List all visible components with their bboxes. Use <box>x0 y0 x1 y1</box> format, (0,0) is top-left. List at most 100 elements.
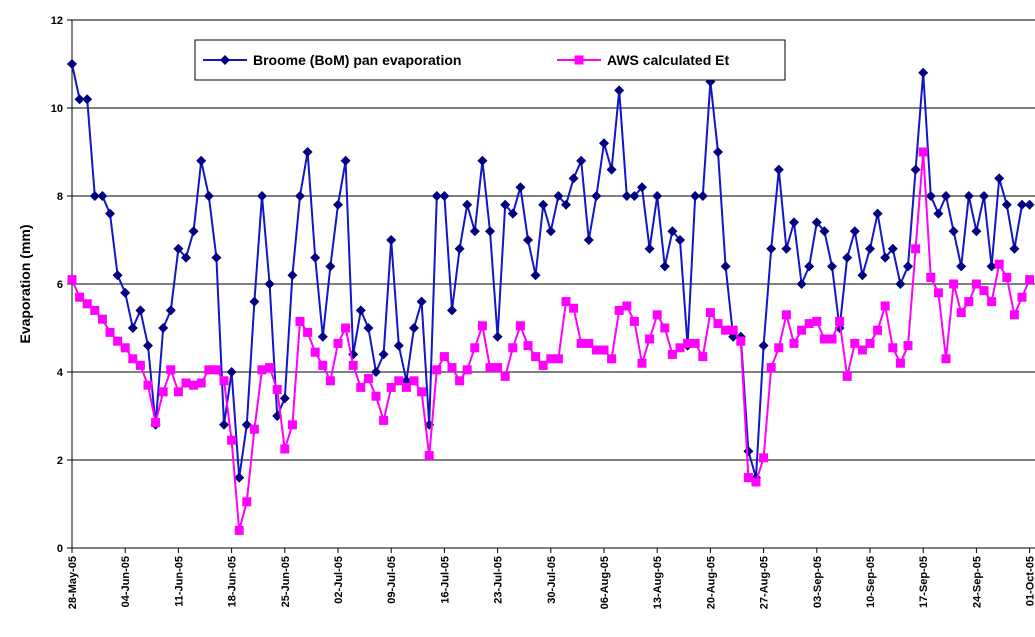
data-point <box>242 497 252 507</box>
data-point <box>151 418 161 428</box>
data-point <box>523 341 533 351</box>
data-point <box>173 243 184 254</box>
data-point <box>773 164 784 175</box>
data-point <box>356 382 366 392</box>
data-point <box>827 334 837 344</box>
data-point <box>416 296 427 307</box>
data-point <box>386 235 397 245</box>
data-point <box>74 94 85 105</box>
y-tick-label: 8 <box>57 191 63 203</box>
data-point <box>181 252 191 263</box>
data-point <box>348 360 358 370</box>
y-tick-label: 4 <box>57 367 64 379</box>
data-point <box>987 297 997 307</box>
data-point <box>211 252 222 263</box>
data-point <box>447 305 457 316</box>
data-point <box>493 363 503 373</box>
data-point <box>295 191 305 201</box>
data-point <box>819 226 830 237</box>
data-point <box>789 217 799 228</box>
data-point <box>211 365 221 375</box>
data-point <box>196 378 206 388</box>
data-point <box>1001 199 1012 210</box>
data-point <box>766 363 776 373</box>
data-point <box>249 424 259 434</box>
data-point <box>310 252 321 263</box>
x-tick-label: 03-Sep-05 <box>812 556 824 608</box>
data-point <box>165 305 176 316</box>
data-point <box>804 319 814 329</box>
legend: Broome (BoM) pan evaporation AWS calculat… <box>194 39 786 81</box>
data-point <box>705 308 715 318</box>
data-point <box>895 279 906 289</box>
data-point <box>903 341 913 351</box>
data-point <box>158 387 168 397</box>
data-point <box>918 147 928 157</box>
data-point <box>872 208 883 219</box>
data-point <box>652 310 662 320</box>
data-point <box>637 358 647 368</box>
data-point <box>105 208 115 219</box>
data-point <box>143 380 153 390</box>
data-point <box>591 345 601 355</box>
data-point <box>317 331 328 342</box>
data-point <box>675 235 685 245</box>
data-point <box>143 340 153 351</box>
data-point <box>219 419 229 430</box>
data-point <box>75 292 85 302</box>
data-point <box>477 155 488 166</box>
data-point <box>508 343 518 353</box>
data-point <box>812 316 822 326</box>
legend-label: Broome (BoM) pan evaporation <box>253 52 461 68</box>
data-point <box>128 354 138 364</box>
data-point <box>925 191 936 201</box>
data-point <box>553 354 563 364</box>
data-point <box>607 354 617 364</box>
y-axis-title: Evaporation (mm) <box>17 224 33 343</box>
x-tick-label: 24-Sep-05 <box>971 556 983 608</box>
data-point <box>614 85 625 96</box>
data-point <box>1009 243 1020 254</box>
data-point <box>82 299 92 309</box>
x-tick-label: 30-Jul-05 <box>546 556 558 604</box>
data-point <box>971 226 982 237</box>
data-point <box>789 338 799 348</box>
data-point <box>659 261 670 272</box>
x-tick-label: 04-Jun-05 <box>120 556 132 607</box>
data-point <box>196 155 207 166</box>
data-point <box>645 334 655 344</box>
data-point <box>67 275 77 285</box>
data-point <box>439 191 450 201</box>
data-point <box>926 272 936 282</box>
data-point <box>67 59 77 69</box>
x-tick-label: 20-Aug-05 <box>705 556 717 609</box>
x-tick-label: 23-Jul-05 <box>493 556 505 604</box>
data-point <box>393 340 404 351</box>
data-point <box>318 360 328 370</box>
data-point <box>492 331 503 342</box>
data-point <box>675 343 685 353</box>
data-point <box>827 261 837 272</box>
data-point <box>629 191 640 201</box>
data-point <box>743 446 754 457</box>
data-point <box>280 444 290 454</box>
data-point <box>219 376 229 386</box>
x-tick-label: 27-Aug-05 <box>759 556 771 609</box>
data-point <box>576 338 586 348</box>
data-point <box>622 301 632 311</box>
data-point <box>371 391 381 401</box>
data-point <box>113 336 123 346</box>
series-line <box>71 63 1030 478</box>
data-point <box>720 261 731 272</box>
data-point <box>994 259 1004 269</box>
data-point <box>257 365 267 375</box>
data-point <box>401 382 411 392</box>
data-point <box>469 226 480 237</box>
data-point <box>531 352 541 362</box>
data-point <box>743 473 753 483</box>
data-point <box>574 55 584 65</box>
x-tick-label: 18-Jun-05 <box>227 556 239 607</box>
data-point <box>941 191 951 201</box>
data-point <box>683 338 693 348</box>
data-point <box>667 349 677 359</box>
